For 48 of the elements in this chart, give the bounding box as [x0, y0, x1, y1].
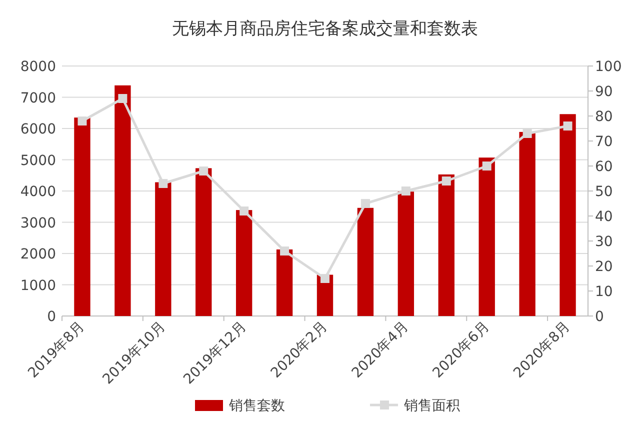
bar [438, 174, 454, 316]
y-tick-label: 1000 [20, 278, 56, 294]
point [240, 206, 249, 216]
y2-tick-label: 100 [595, 59, 622, 75]
y2-tick-label: 80 [595, 109, 613, 125]
point [320, 274, 330, 283]
point [280, 246, 290, 256]
point [401, 186, 410, 196]
point [78, 116, 87, 126]
bar [74, 118, 90, 316]
y-tick-label: 7000 [20, 90, 56, 106]
bar [114, 85, 131, 316]
y-tick-label: 3000 [20, 215, 56, 232]
y-tick-label: 6000 [20, 122, 56, 138]
bar [276, 249, 293, 316]
point [360, 199, 370, 208]
point [482, 162, 492, 170]
bar [519, 132, 536, 316]
y2-tick-label: 0 [595, 309, 604, 325]
y2-tick-label: 10 [595, 284, 613, 300]
legend-label: 销售套数 [228, 398, 285, 414]
bar [398, 192, 414, 316]
y2-tick-label: 60 [595, 159, 613, 175]
y2-tick-label: 70 [595, 134, 613, 150]
bar [560, 114, 576, 316]
y-tick-label: 8000 [20, 59, 56, 75]
chart-title: 无锡本月商品房住宅备案成交量和套数表 [172, 19, 478, 39]
point [118, 94, 128, 103]
y-tick-label: 4000 [20, 184, 56, 200]
point [522, 129, 532, 138]
bar [357, 208, 374, 316]
bar [196, 168, 212, 316]
y2-tick-label: 50 [595, 184, 613, 200]
y-tick-label: 2000 [20, 246, 56, 262]
y2-tick-label: 30 [595, 234, 613, 250]
y2-tick-label: 90 [595, 84, 613, 100]
bar [155, 182, 172, 316]
y-tick-label: 0 [47, 309, 56, 325]
legend-label: 销售面积 [403, 398, 460, 414]
y-tick-label: 5000 [20, 152, 56, 169]
y2-tick-label: 20 [595, 259, 613, 275]
y2-tick-label: 40 [595, 209, 613, 225]
bar [236, 210, 252, 316]
point [158, 179, 168, 188]
point [563, 122, 572, 130]
point [199, 166, 208, 176]
bar [478, 158, 495, 316]
point [442, 176, 451, 186]
